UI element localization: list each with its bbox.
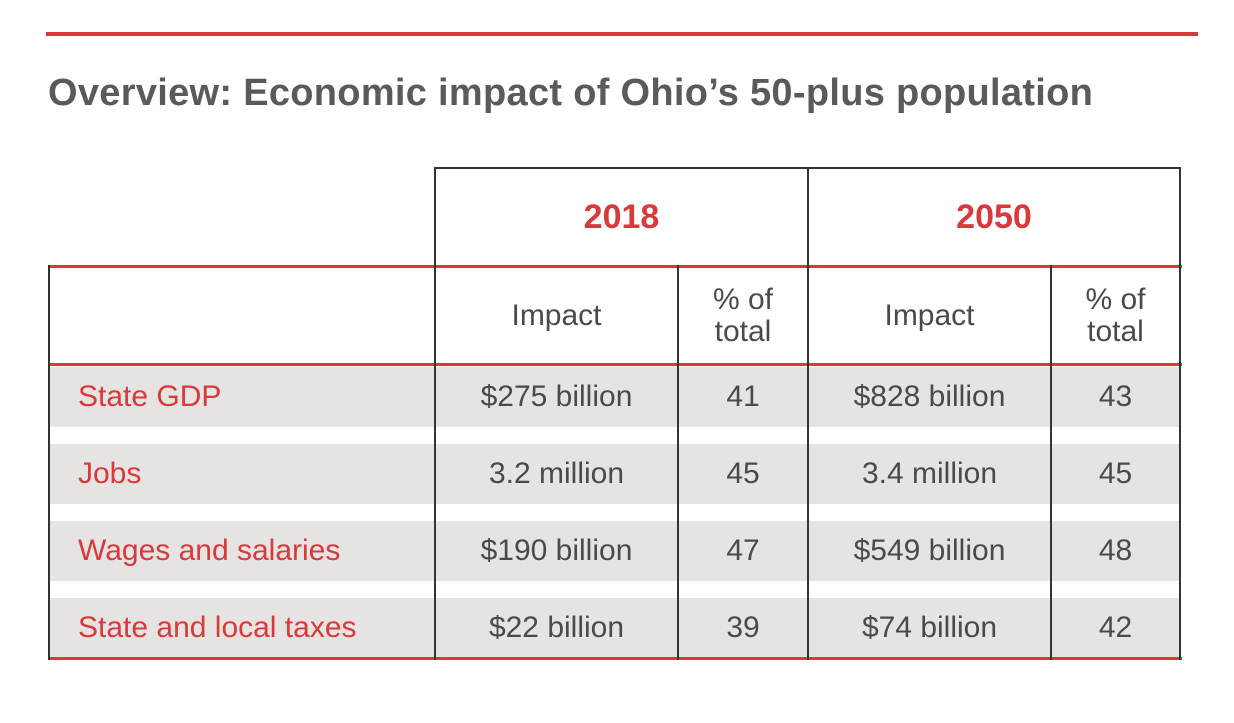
row-label-jobs: Jobs — [78, 457, 142, 490]
vline-2050-pct — [1050, 265, 1052, 660]
rule-header-bottom — [48, 363, 1182, 366]
col-header-pct-2050: % of total — [1052, 268, 1179, 363]
row-label-taxes: State and local taxes — [78, 611, 357, 644]
year-header-2018: 2018 — [583, 198, 660, 236]
cell-impact-2050: $74 billion — [861, 611, 998, 644]
cell-impact-2050: $549 billion — [853, 534, 1006, 567]
cell-impact-2018: $275 billion — [480, 380, 633, 413]
cell-pct-2050: 48 — [1098, 534, 1133, 567]
cell-impact-2050: 3.4 million — [861, 457, 998, 490]
col-header-pct-line1: % of — [1085, 283, 1146, 316]
col-header-pct-line2: total — [1087, 314, 1144, 348]
col-header-impact-2018: Impact — [511, 298, 602, 332]
col-header-pct-line2: total — [714, 314, 772, 348]
year-header-2050: 2050 — [956, 198, 1032, 236]
vline-label-col — [434, 167, 436, 660]
cell-pct-2050: 45 — [1098, 457, 1133, 490]
vline-right — [1179, 167, 1181, 660]
cell-pct-2050: 43 — [1098, 380, 1133, 413]
col-header-pct-line1: % of — [712, 283, 774, 316]
top-rule — [46, 32, 1198, 36]
cell-impact-2018: $22 billion — [488, 611, 625, 644]
rule-table-bottom — [48, 657, 1182, 660]
row-band-taxes — [50, 598, 1180, 658]
rule-header-top — [48, 265, 1182, 268]
cell-pct-2018: 47 — [726, 534, 760, 567]
cell-pct-2018: 45 — [726, 457, 760, 490]
row-band-wages — [50, 521, 1180, 581]
page-title: Overview: Economic impact of Ohio’s 50-p… — [48, 72, 1094, 114]
vline-2018-pct — [677, 265, 679, 660]
row-label-state-gdp: State GDP — [78, 380, 222, 413]
cell-impact-2050: $828 billion — [853, 380, 1006, 413]
cell-impact-2018: 3.2 million — [488, 457, 625, 490]
row-band-state-gdp — [50, 367, 1180, 427]
col-header-pct-2018: % of total — [679, 268, 807, 363]
col-header-impact-2050: Impact — [884, 298, 975, 332]
vline-left — [48, 265, 50, 660]
vline-year-divider — [807, 167, 809, 660]
cell-pct-2050: 42 — [1098, 611, 1133, 644]
row-band-jobs — [50, 444, 1180, 504]
cell-impact-2018: $190 billion — [480, 534, 633, 567]
cell-pct-2018: 39 — [726, 611, 760, 644]
cell-pct-2018: 41 — [726, 380, 760, 413]
row-label-wages: Wages and salaries — [78, 534, 341, 567]
